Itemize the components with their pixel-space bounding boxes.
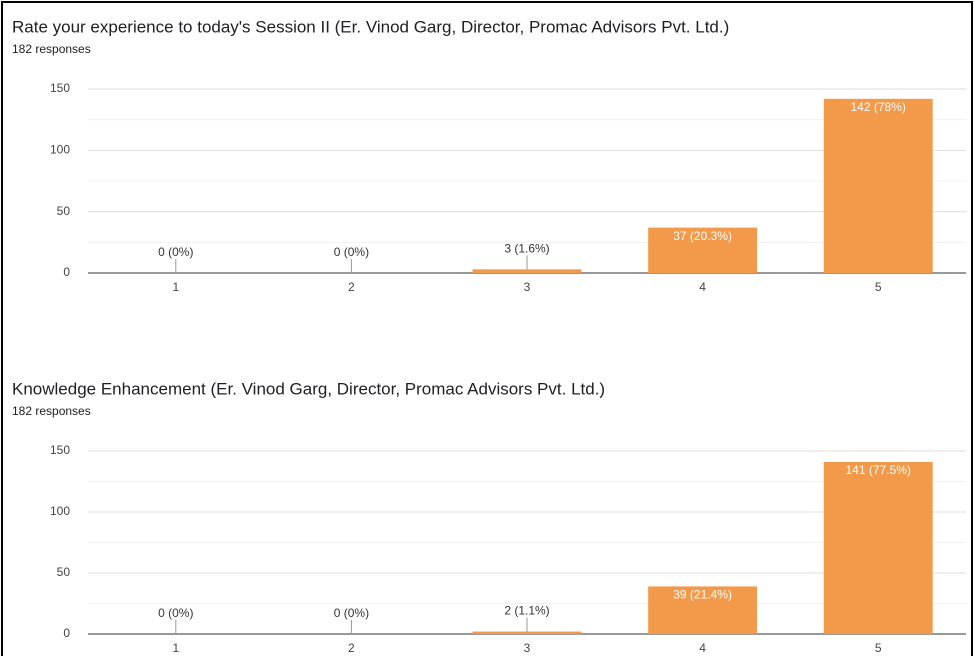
y-tick-label: 0	[63, 626, 70, 640]
bar	[472, 269, 582, 273]
chart-subtitle: 182 responses	[12, 42, 91, 56]
y-tick-label: 100	[50, 504, 70, 518]
x-tick-label: 3	[524, 641, 531, 655]
value-label: 39 (21.4%)	[673, 588, 732, 602]
x-tick-label: 2	[348, 280, 355, 294]
y-tick-label: 50	[57, 204, 71, 218]
x-tick-label: 2	[348, 641, 355, 655]
bar	[648, 227, 758, 273]
value-label: 0 (0%)	[334, 245, 369, 259]
x-tick-label: 5	[875, 280, 882, 294]
y-tick-label: 150	[50, 443, 70, 457]
bar	[472, 631, 582, 634]
x-tick-label: 1	[172, 641, 179, 655]
x-tick-label: 3	[524, 280, 531, 294]
value-label: 0 (0%)	[334, 606, 369, 620]
value-label: 0 (0%)	[158, 606, 193, 620]
value-label: 142 (78%)	[851, 100, 906, 114]
x-tick-label: 4	[699, 641, 706, 655]
value-label: 0 (0%)	[158, 245, 193, 259]
bar	[823, 461, 933, 634]
x-tick-label: 5	[875, 641, 882, 655]
value-label: 2 (1.1%)	[504, 604, 549, 618]
bar	[648, 586, 758, 634]
chart-title: Rate your experience to today's Session …	[12, 17, 729, 36]
value-label: 141 (77.5%)	[846, 463, 911, 477]
y-tick-label: 100	[50, 143, 70, 157]
y-tick-label: 50	[57, 565, 71, 579]
x-tick-label: 4	[699, 280, 706, 294]
bar	[823, 98, 933, 274]
value-label: 3 (1.6%)	[504, 241, 549, 255]
value-label: 37 (20.3%)	[673, 229, 732, 243]
chart-subtitle: 182 responses	[12, 404, 91, 418]
x-tick-label: 1	[172, 280, 179, 294]
chart-title: Knowledge Enhancement (Er. Vinod Garg, D…	[12, 379, 605, 398]
y-tick-label: 150	[50, 81, 70, 95]
y-tick-label: 0	[63, 265, 70, 279]
